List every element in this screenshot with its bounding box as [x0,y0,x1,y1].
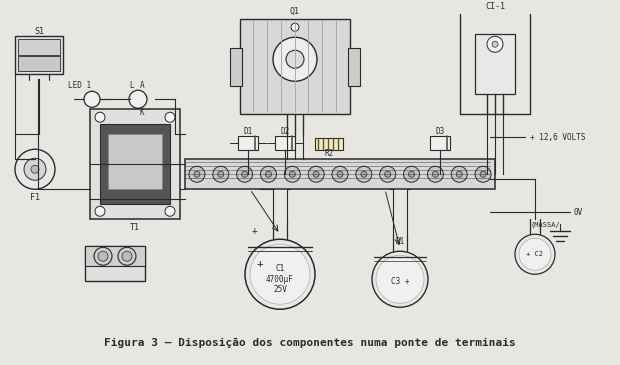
Text: K: K [140,108,144,117]
Circle shape [165,206,175,216]
Circle shape [122,251,132,261]
Bar [108,134,162,189]
Text: L: L [130,81,135,90]
Text: + 12,6 VOLTS: + 12,6 VOLTS [530,133,585,142]
Text: C1
4700μF
25V: C1 4700μF 25V [266,264,294,294]
Circle shape [265,171,272,177]
Circle shape [260,166,277,182]
Text: LED 1: LED 1 [68,81,92,90]
Circle shape [475,166,491,182]
Text: C3 +: C3 + [391,277,409,286]
Circle shape [245,239,315,309]
Text: S1: S1 [34,27,44,36]
Text: D1: D1 [244,127,252,136]
Text: F1: F1 [30,193,40,202]
Circle shape [487,36,503,52]
Circle shape [332,166,348,182]
Circle shape [118,247,136,265]
Circle shape [273,37,317,81]
Bar [100,124,170,204]
Bar [85,246,145,266]
Circle shape [379,166,396,182]
Circle shape [480,171,486,177]
Text: 0V: 0V [573,208,582,217]
Circle shape [515,234,555,274]
Circle shape [432,171,438,177]
Circle shape [242,171,247,177]
Circle shape [194,171,200,177]
Text: (MASSA/: (MASSA/ [530,221,560,227]
Circle shape [519,238,551,270]
Text: D3: D3 [435,127,445,136]
Circle shape [404,166,420,182]
Circle shape [308,166,324,182]
Circle shape [84,91,100,107]
Bar [18,39,60,55]
Circle shape [285,166,300,182]
Circle shape [356,166,372,182]
Circle shape [456,171,463,177]
Bar [85,246,145,281]
Bar [238,136,258,150]
Circle shape [94,247,112,265]
Text: R1: R1 [396,237,405,246]
Circle shape [95,206,105,216]
Circle shape [129,90,147,108]
Circle shape [15,149,55,189]
Circle shape [291,23,299,31]
Circle shape [290,171,295,177]
Circle shape [372,251,428,307]
Bar [230,48,242,86]
Circle shape [213,166,229,182]
Bar [90,109,180,219]
Text: +: + [257,259,264,269]
Bar [315,138,343,150]
Circle shape [189,166,205,182]
Bar [275,136,295,150]
Circle shape [165,112,175,122]
Text: Q1: Q1 [290,7,300,16]
Text: CI-1: CI-1 [485,2,505,11]
Circle shape [384,171,391,177]
Bar [348,48,360,86]
Circle shape [313,171,319,177]
Text: T1: T1 [130,223,140,232]
Text: R2: R2 [324,149,334,158]
Bar [475,34,515,94]
Circle shape [409,171,415,177]
Circle shape [250,244,310,304]
Circle shape [286,50,304,68]
Text: A: A [140,81,144,90]
Circle shape [218,171,224,177]
Circle shape [376,255,424,303]
Circle shape [337,171,343,177]
Bar [240,19,350,114]
Circle shape [24,158,46,180]
Circle shape [31,165,39,173]
Text: D2: D2 [280,127,290,136]
Text: +: + [252,226,258,236]
Bar [18,56,60,71]
Circle shape [361,171,367,177]
Circle shape [492,41,498,47]
Circle shape [427,166,443,182]
Text: + C2: + C2 [526,251,544,257]
Circle shape [95,112,105,122]
Bar [430,136,450,150]
Circle shape [451,166,467,182]
Circle shape [237,166,252,182]
Bar [15,36,63,74]
Text: Figura 3 – Disposição dos componentes numa ponte de terminais: Figura 3 – Disposição dos componentes nu… [104,338,516,348]
Circle shape [98,251,108,261]
Bar [185,159,495,189]
